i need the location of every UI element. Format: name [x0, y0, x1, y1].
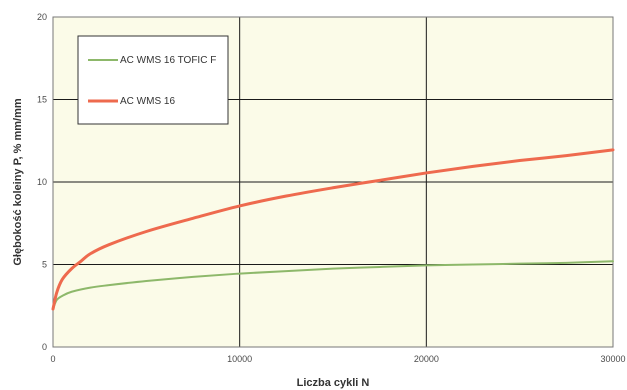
x-tick-labels: 0 10000 20000 30000	[50, 354, 625, 364]
legend-label-series-1: AC WMS 16 TOFIC F	[120, 55, 216, 66]
x-tick-label: 10000	[227, 354, 252, 364]
x-tick-label: 20000	[414, 354, 439, 364]
y-tick-labels: 0 5 10 15 20	[37, 12, 47, 352]
y-tick-label: 20	[37, 12, 47, 22]
legend-label-series-2: AC WMS 16	[120, 96, 175, 107]
y-tick-label: 0	[42, 342, 47, 352]
x-tick-label: 0	[50, 354, 55, 364]
legend: AC WMS 16 TOFIC F AC WMS 16	[77, 35, 229, 125]
series-lines	[51, 148, 615, 311]
plot-frame	[52, 16, 614, 348]
x-axis-title: Liczba cykli N	[297, 377, 370, 389]
y-tick-label: 15	[37, 95, 47, 105]
y-axis-title: Głębokość koleiny P, % mm/mm	[12, 98, 24, 266]
series-line-1	[52, 260, 614, 311]
y-tick-label: 5	[42, 260, 47, 270]
y-tick-label: 10	[37, 177, 47, 187]
legend-box	[77, 35, 229, 125]
series-line-2	[51, 148, 615, 311]
x-tick-label: 30000	[600, 354, 625, 364]
